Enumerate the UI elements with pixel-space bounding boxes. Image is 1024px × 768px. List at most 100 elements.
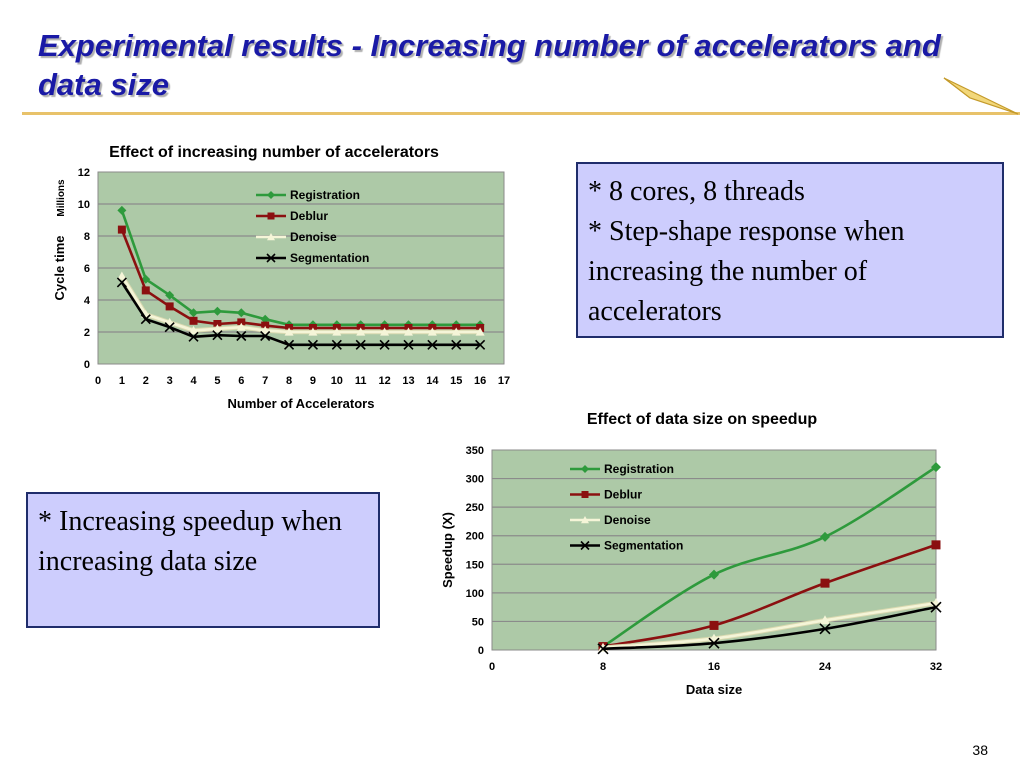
note-line: * 8 cores, 8 threads (588, 176, 805, 207)
legend-label: Registration (604, 462, 674, 476)
data-point (580, 540, 590, 551)
data-point (930, 601, 942, 613)
page-number: 38 (972, 742, 988, 758)
y-tick-label: 10 (78, 199, 90, 211)
data-point (427, 339, 438, 350)
x-axis-label: Number of Accelerators (228, 396, 375, 411)
data-point (451, 339, 462, 350)
y-tick-label: 200 (466, 531, 484, 543)
series-line (120, 209, 481, 327)
data-point (708, 637, 720, 649)
data-point (236, 330, 247, 342)
data-point (189, 325, 199, 334)
x-tick-label: 3 (167, 375, 173, 387)
x-tick-label: 16 (708, 661, 720, 673)
data-point (356, 327, 366, 336)
data-point (189, 316, 198, 325)
data-point (331, 339, 342, 350)
data-point (267, 233, 275, 241)
chart-data-size: Effect of data size on speedup 0 50 100 150 2… (440, 411, 942, 697)
x-tick-label: 17 (498, 375, 510, 387)
legend-item: Denoise (570, 513, 651, 527)
legend-item: Segmentation (256, 251, 369, 265)
y-tick-label: 50 (472, 616, 484, 628)
data-point (380, 327, 390, 336)
data-point (820, 615, 830, 625)
legend-item: Deblur (570, 488, 642, 502)
data-point (237, 318, 246, 327)
data-point (307, 339, 319, 350)
data-point (267, 191, 275, 199)
note-line: * Increasing speedup when increasing dat… (38, 506, 343, 577)
data-point (581, 465, 589, 473)
legend-label: Deblur (290, 209, 328, 223)
y-tick-label: 250 (466, 502, 484, 514)
series-segmentation (116, 277, 486, 350)
y-axis-label: Cycle time (52, 235, 67, 300)
data-point (709, 569, 719, 580)
data-point (819, 623, 831, 635)
data-point (165, 290, 175, 300)
series-line (602, 605, 937, 651)
data-point (597, 643, 609, 655)
note-line: * Step-shape response when increasing th… (588, 216, 905, 327)
y-tick-label: 8 (84, 231, 90, 243)
x-tick-label: 5 (214, 375, 220, 387)
data-point (931, 540, 941, 550)
x-tick-label: 16 (474, 375, 486, 387)
data-point (260, 325, 270, 334)
data-point (260, 330, 271, 342)
y-unit-label: Millions (56, 179, 67, 217)
y-tick-label: 4 (84, 295, 91, 307)
series-denoise (598, 598, 941, 652)
x-tick-label: 13 (402, 375, 414, 387)
data-point (117, 225, 126, 234)
x-tick-label: 12 (378, 375, 390, 387)
chart-title: Effect of increasing number of accelerat… (109, 144, 439, 161)
y-tick-label: 350 (466, 445, 484, 457)
legend-label: Registration (290, 188, 360, 202)
x-tick-label: 7 (262, 375, 268, 387)
chart-title: Effect of data size on speedup (587, 411, 817, 428)
note-box-data-size: * Increasing speedup when increasing dat… (26, 492, 380, 628)
data-point (267, 212, 275, 220)
series-line (602, 466, 937, 648)
legend-label: Denoise (604, 513, 651, 527)
legend-item: Segmentation (570, 539, 683, 553)
x-tick-label: 1 (119, 375, 125, 387)
x-tick-label: 14 (426, 375, 439, 387)
x-tick-label: 11 (355, 375, 367, 387)
data-point (403, 327, 413, 336)
data-point (141, 274, 151, 284)
pen-decoration-icon (943, 77, 1019, 115)
y-tick-label: 0 (84, 359, 90, 371)
x-tick-label: 10 (331, 375, 343, 387)
y-tick-label: 100 (466, 588, 484, 600)
data-point (332, 327, 342, 336)
legend-label: Denoise (290, 230, 337, 244)
x-tick-label: 9 (310, 375, 316, 387)
data-point (117, 271, 127, 280)
x-tick-label: 32 (930, 661, 942, 673)
note-box-accelerators: * 8 cores, 8 threads * Step-shape respon… (576, 162, 1004, 338)
data-point (213, 320, 222, 328)
data-point (165, 302, 174, 311)
title-underline (22, 112, 1020, 115)
x-tick-label: 2 (143, 375, 149, 387)
slide-title: Experimental results - Increasing number… (38, 28, 941, 102)
data-point (212, 324, 222, 333)
data-point (117, 205, 127, 215)
data-point (236, 308, 246, 318)
y-tick-label: 2 (84, 327, 90, 339)
legend-item: Denoise (256, 230, 337, 244)
data-point (116, 277, 127, 288)
legend-label: Deblur (604, 488, 642, 502)
data-point (820, 578, 830, 588)
x-tick-label: 15 (450, 375, 462, 387)
legend-label: Segmentation (290, 251, 369, 265)
data-point (164, 322, 175, 333)
x-tick-label: 8 (286, 375, 292, 387)
y-tick-label: 12 (78, 167, 90, 179)
legend-item: Deblur (256, 209, 328, 223)
x-tick-label: 4 (190, 375, 197, 387)
